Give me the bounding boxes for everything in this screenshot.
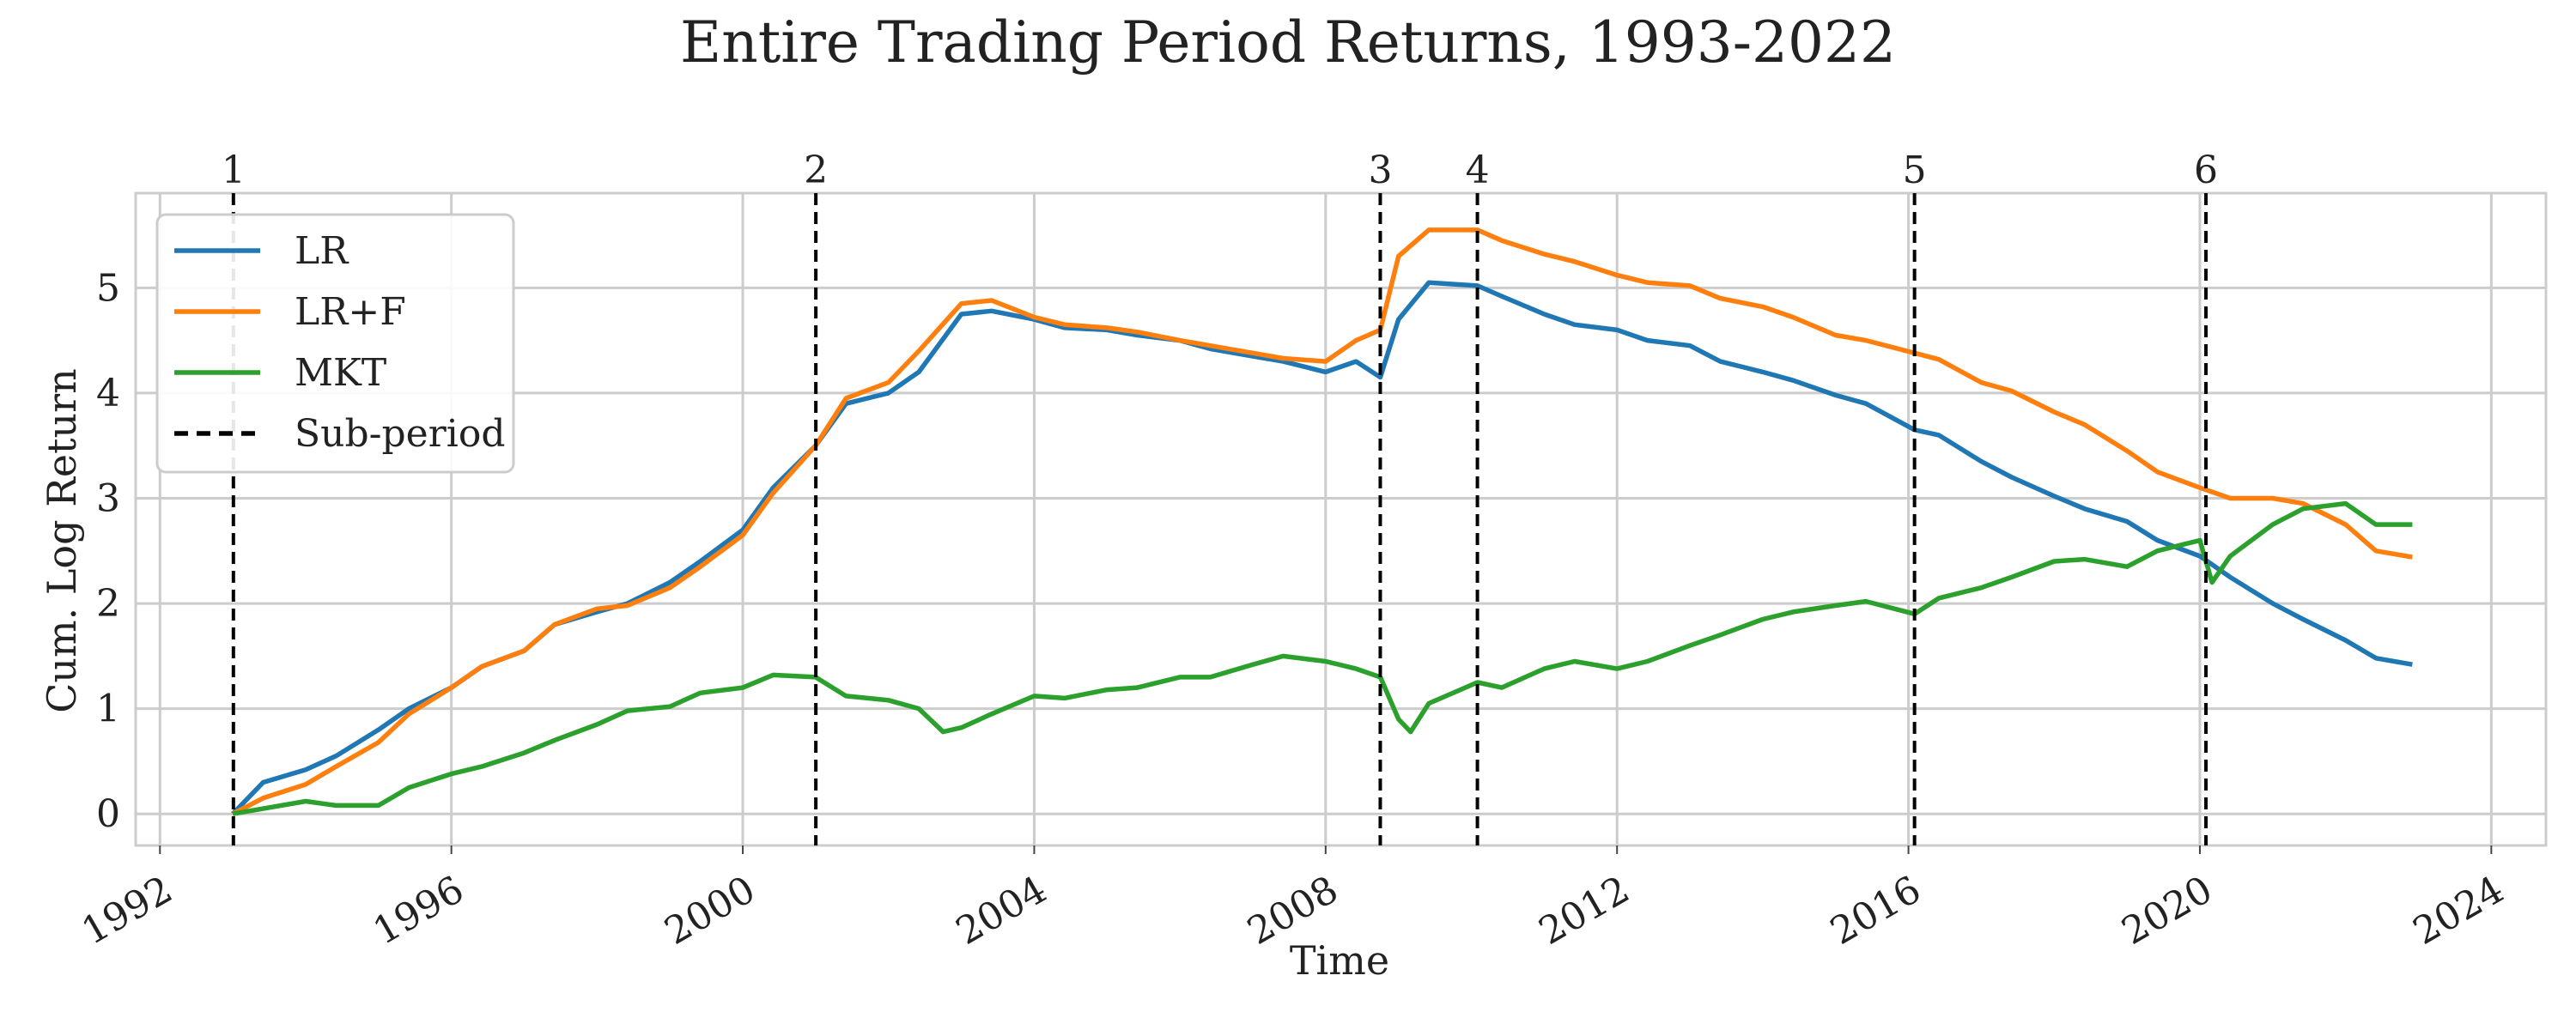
legend: LR LR+F MKT Sub-period	[155, 213, 515, 474]
x-tick-label: 1996	[366, 868, 471, 954]
x-tick-label: 2016	[1823, 868, 1928, 954]
series-lines	[231, 227, 2413, 816]
y-tick-label: 5	[96, 266, 120, 310]
sub-period-label: 2	[804, 148, 828, 192]
x-tick-label: 2000	[658, 868, 762, 954]
y-tick-label: 2	[96, 582, 120, 626]
y-tick-label: 1	[96, 688, 120, 731]
sub-period-label: 6	[2194, 148, 2218, 192]
sub-period-markers: 1 2 3 4 5 6	[222, 148, 2218, 845]
x-tick-label: 1992	[75, 868, 179, 954]
legend-label: Sub-period	[295, 412, 505, 456]
series-line-lr-f	[231, 227, 2413, 816]
x-axis-label: Time	[1290, 937, 1389, 984]
x-tick-label: 2024	[2406, 868, 2511, 954]
grid	[134, 191, 2548, 847]
x-tick-label: 2004	[949, 868, 1054, 954]
plot-frame	[134, 191, 2548, 847]
sub-period-label: 5	[1903, 148, 1927, 192]
sub-period-label: 1	[222, 148, 246, 192]
legend-box	[155, 213, 515, 474]
y-tick-label: 0	[96, 792, 120, 836]
x-tick-label: 2020	[2115, 868, 2220, 954]
y-tick-label: 4	[96, 372, 120, 415]
sub-period-label: 3	[1368, 148, 1392, 192]
x-tick-label: 2012	[1532, 868, 1637, 954]
legend-label: MKT	[295, 351, 386, 395]
y-axis-label: Cum. Log Return	[39, 368, 85, 713]
legend-label: LR+F	[295, 290, 406, 334]
series-line-mkt	[232, 500, 2413, 816]
chart-title: Entire Trading Period Returns, 1993-2022	[680, 9, 1896, 76]
y-tick-label: 3	[96, 476, 120, 520]
legend-label: LR	[295, 229, 349, 273]
sub-period-label: 4	[1466, 148, 1490, 192]
